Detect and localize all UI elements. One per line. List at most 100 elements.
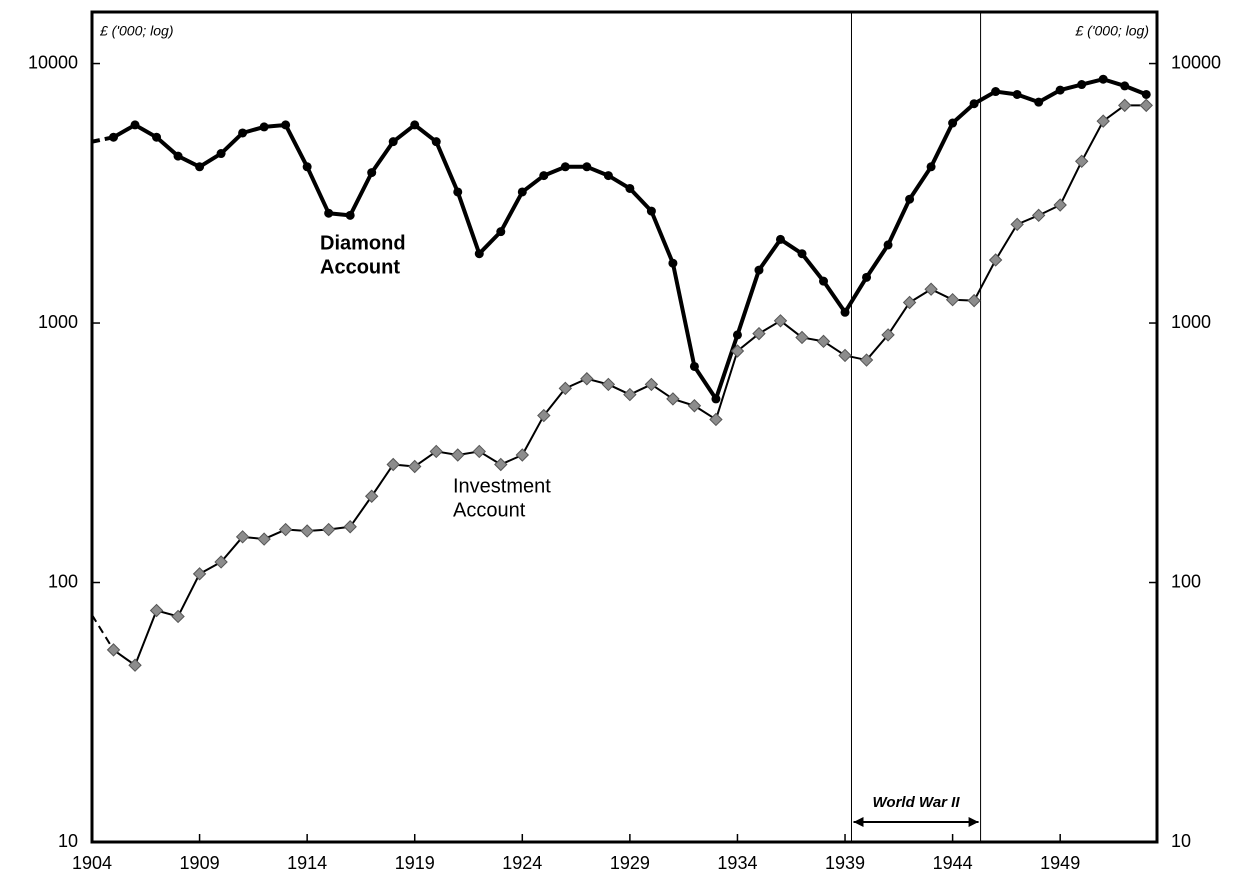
marker [582,162,592,172]
marker [945,292,960,307]
marker [902,295,917,310]
marker [775,234,785,244]
marker [948,118,958,128]
marker [926,162,936,172]
marker [1096,114,1110,128]
marker [1010,217,1024,232]
marker [666,392,680,406]
marker [408,459,422,474]
marker [171,609,185,624]
marker [969,99,979,109]
x-tick-label: 1924 [502,853,542,873]
marker [453,187,463,197]
marker [281,120,291,130]
plot-frame [90,10,1159,844]
x-tick-label: 1949 [1040,853,1080,873]
marker [819,276,829,286]
marker [1120,81,1130,91]
axis-label-left: £ ('000; log) [99,23,174,39]
marker [580,372,594,386]
marker [537,408,551,423]
marker [494,457,508,472]
marker [539,171,549,181]
marker [152,132,162,142]
y-tick-label: 1000 [38,312,78,332]
marker [257,532,271,546]
marker [195,162,205,172]
marker [216,149,226,159]
y2-tick-label: 10000 [1171,52,1221,72]
marker [687,399,702,413]
marker [149,603,164,618]
marker [410,120,420,130]
marker [451,448,465,462]
x-tick-label: 1944 [933,853,973,873]
x-tick-label: 1914 [287,853,327,873]
x-tick-label: 1929 [610,853,650,873]
y-tick-label: 100 [48,571,78,591]
marker [709,412,723,427]
marker [343,520,357,534]
period-label: World War II [873,794,961,811]
marker [991,87,1001,97]
x-tick-label: 1904 [72,853,112,873]
marker [646,206,656,216]
marker [752,326,766,341]
y2-tick-label: 100 [1171,571,1201,591]
marker [106,643,121,657]
marker [838,348,852,363]
marker [515,448,530,462]
y-tick-label: 10 [58,831,78,851]
marker [905,194,915,204]
marker [795,330,809,345]
annotation: Account [320,256,400,278]
marker [474,249,484,259]
marker [173,151,183,161]
marker [235,530,250,544]
x-tick-label: 1934 [717,853,757,873]
y2-tick-label: 1000 [1171,312,1211,332]
marker [300,524,314,538]
marker [967,293,981,308]
marker [367,168,377,178]
marker [644,377,659,392]
marker [623,387,637,402]
y-tick-label: 10000 [28,52,78,72]
marker [130,120,140,130]
marker [732,330,742,340]
marker [1031,208,1046,223]
marker [1053,198,1067,212]
marker [730,344,745,358]
marker [321,522,336,537]
marker [364,489,379,503]
marker [1077,80,1087,90]
annotation: Diamond [320,232,406,254]
marker [988,253,1003,267]
annotation: Account [453,499,526,521]
marker [278,522,293,537]
annotation: Investment [453,475,551,497]
marker [324,208,334,218]
axis-label-right: £ ('000; log) [1075,23,1150,39]
x-tick-label: 1919 [395,853,435,873]
series-line [91,614,115,651]
marker [238,128,248,138]
marker [345,210,355,220]
marker [689,361,699,371]
marker [797,249,807,259]
marker [1055,85,1065,95]
marker [924,282,938,296]
marker [883,240,893,250]
marker [1074,154,1089,169]
x-tick-label: 1939 [825,853,865,873]
y2-tick-label: 10 [1171,831,1191,851]
marker [711,394,721,404]
marker [601,377,616,392]
marker [388,137,398,147]
marker [302,162,312,172]
marker [1012,89,1022,99]
marker [472,444,486,459]
marker [109,132,119,142]
marker [1118,98,1132,113]
